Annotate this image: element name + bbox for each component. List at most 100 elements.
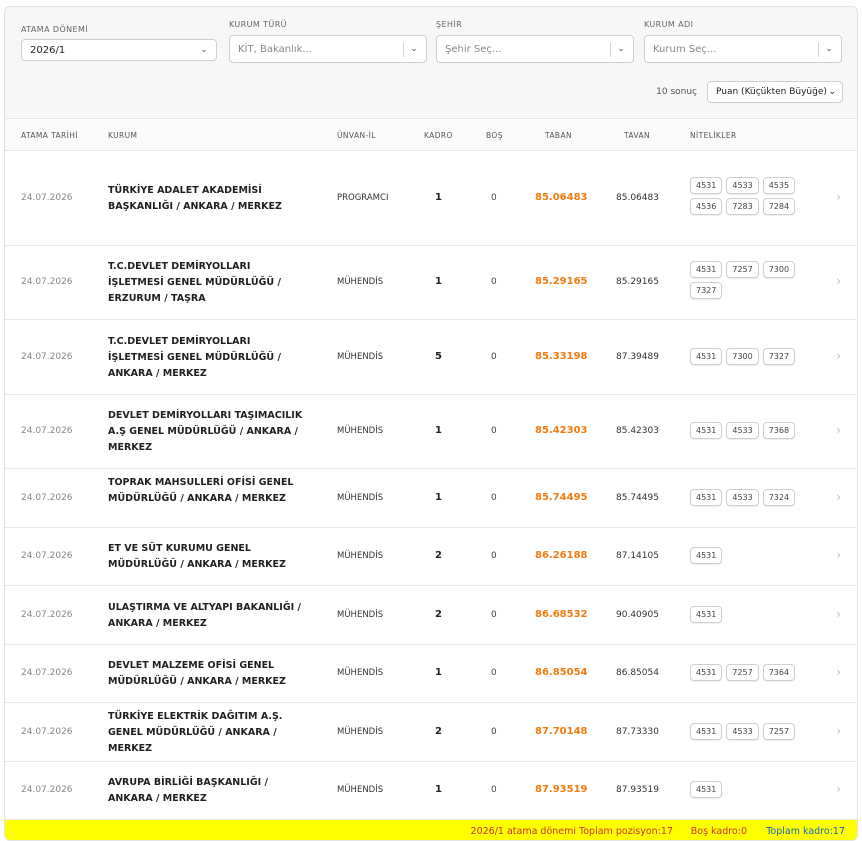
table-row[interactable]: 24.07.2026 TÜRKİYE ELEKTRİK DAĞITIM A.Ş. … [5,703,857,762]
filter-sehir: ŞEHİR [436,20,462,29]
cell-kurum: ET VE SÜT KURUMU GENEL MÜDÜRLÜĞÜ / ANKAR… [108,543,286,570]
filter-ad: KURUM ADI [644,20,693,29]
chevron-down-icon: ⌄ [825,44,833,54]
cell-kurum: TÜRKİYE ADALET AKADEMİSİ BAŞKANLIĞI / AN… [108,184,282,212]
nitelik-tag: 4536 [690,197,723,215]
cell-date: 24.07.2026 [21,277,73,287]
table-row[interactable]: 24.07.2026 TÜRKİYE ADALET AKADEMİSİ BAŞKA… [5,151,857,246]
select-separator [610,42,611,57]
cell-kurum: T.C.DEVLET DEMİRYOLLARI İŞLETMESİ GENEL … [108,261,281,304]
nitelik-tag: 4531 [690,781,723,798]
cell-unvan: MÜHENDİS [337,351,384,362]
nitelik-tag: 4531 [690,664,723,681]
cell-date: 24.07.2026 [21,492,73,503]
cell-taban: 85.06483 [535,191,588,203]
cell-kadro: 1 [435,191,442,203]
cell-bos: 0 [491,277,497,287]
filter-donem-label: ATAMA DÖNEMİ [21,25,89,34]
cell-kadro: 1 [435,667,442,678]
cell-taban: 86.85054 [535,667,588,678]
cell-unvan: PROGRAMCI [337,192,389,203]
sehir-select[interactable]: Şehir Seç... ⌄ [436,35,634,63]
sehir-placeholder: Şehir Seç... [445,43,502,55]
filter-bar: ATAMA DÖNEMİ 2026/1 ⌄ KURUM TÜRÜ KİT, Ba… [5,7,857,119]
nitelik-tag: 4533 [726,722,759,740]
cell-unvan: MÜHENDİS [337,785,384,795]
cell-kadro: 1 [435,491,442,503]
cell-kurum: ULAŞTIRMA VE ALTYAPI BAKANLIĞI / ANKARA … [108,601,301,629]
donem-value: 2026/1 [30,44,66,56]
nitelik-tag: 4533 [726,176,759,194]
chevron-right-icon: › [836,274,841,288]
cell-nitelikler: 4531 7300 7327 [690,347,810,365]
cell-unvan: MÜHENDİS [337,551,384,561]
chevron-right-icon: › [836,423,841,437]
table-row[interactable]: 24.07.2026 T.C.DEVLET DEMİRYOLLARI İŞLETM… [5,246,857,320]
cell-kadro: 2 [435,608,442,620]
summary-footer: 2026/1 atama dönemi Toplam pozisyon:17 B… [5,820,857,840]
cell-nitelikler: 4531 4533 7368 [690,422,810,439]
cell-taban: 86.26188 [535,550,588,561]
cell-taban: 87.93519 [535,784,588,795]
filter-turu: KURUM TÜRÜ [229,20,287,29]
chevron-down-icon: ⌄ [410,44,418,54]
cell-kadro: 1 [435,276,442,287]
nitelik-tag: 4531 [690,261,723,278]
cell-kurum: TÜRKİYE ELEKTRİK DAĞITIM A.Ş. GENEL MÜDÜ… [108,710,283,754]
chevron-right-icon: › [836,489,841,504]
table-row[interactable]: 24.07.2026 ET VE SÜT KURUMU GENEL MÜDÜRLÜ… [5,528,857,586]
cell-kadro: 1 [435,425,442,436]
chevron-down-icon: ⌄ [200,45,208,55]
nitelik-tag: 7327 [690,282,723,299]
cell-nitelikler: 4531 [690,781,810,798]
cell-nitelikler: 4531 4533 4535 4536 7283 7284 [690,176,810,215]
kurum-turu-select[interactable]: KİT, Bakanlık... ⌄ [229,35,427,63]
chevron-down-icon: ⌄ [828,87,836,97]
cell-kadro: 2 [435,725,442,737]
nitelik-tag: 4533 [726,488,759,506]
cell-kurum: DEVLET MALZEME OFİSİ GENEL MÜDÜRLÜĞÜ / A… [108,660,286,687]
chevron-right-icon: › [836,723,841,738]
filter-donem: ATAMA DÖNEMİ [21,20,88,34]
table-row[interactable]: 24.07.2026 T.C.DEVLET DEMİRYOLLARI İŞLETM… [5,320,857,395]
cell-tavan: 85.74495 [616,492,659,503]
filter-ad-label: KURUM ADI [644,20,694,29]
donem-select[interactable]: 2026/1 ⌄ [21,39,217,61]
table-row[interactable]: 24.07.2026 TOPRAK MAHSULLERİ OFİSİ GENEL … [5,469,857,528]
nitelik-tag: 4531 [690,176,723,194]
sort-value: Puan (Küçükten Büyüğe) [716,87,827,97]
table-row[interactable]: 24.07.2026 DEVLET DEMİRYOLLARI TAŞIMACILI… [5,395,857,469]
cell-nitelikler: 4531 [690,547,810,564]
sort-select[interactable]: Puan (Küçükten Büyüğe) ⌄ [707,81,843,103]
cell-bos: 0 [491,492,497,503]
table-row[interactable]: 24.07.2026 ULAŞTIRMA VE ALTYAPI BAKANLIĞI… [5,586,857,645]
cell-bos: 0 [491,351,497,362]
table-row[interactable]: 24.07.2026 AVRUPA BİRLİĞİ BAŞKANLIĞI / AN… [5,762,857,820]
kurum-adi-select[interactable]: Kurum Seç... ⌄ [644,35,842,63]
nitelik-tag: 7283 [726,197,759,215]
chevron-right-icon: › [836,189,841,204]
chevron-right-icon: › [836,548,841,562]
cell-tavan: 85.29165 [616,277,659,287]
cell-tavan: 87.73330 [616,726,659,737]
nitelik-tag: 4531 [690,722,723,740]
result-count: 10 sonuç [656,87,697,97]
cell-nitelikler: 4531 4533 7324 [690,488,810,506]
footer-toplam: 2026/1 atama dönemi Toplam pozisyon:17 [470,826,673,837]
nitelik-tag: 7324 [762,488,796,506]
kurum-turu-placeholder: KİT, Bakanlık... [238,43,312,55]
cell-date: 24.07.2026 [21,551,73,561]
table-row[interactable]: 24.07.2026 DEVLET MALZEME OFİSİ GENEL MÜD… [5,645,857,703]
nitelik-tag: 4535 [762,176,796,194]
footer-bos: Boş kadro:0 [690,826,747,837]
th-unvan: ÜNVAN-İL [337,131,376,140]
cell-unvan: MÜHENDİS [337,668,384,678]
nitelik-tag: 4533 [726,422,759,439]
kurum-adi-placeholder: Kurum Seç... [653,43,717,55]
cell-bos: 0 [491,726,497,737]
cell-nitelikler: 4531 [690,605,810,623]
cell-taban: 85.29165 [535,276,588,287]
cell-unvan: MÜHENDİS [337,492,384,503]
nitelik-tag: 4531 [690,547,723,564]
cell-date: 24.07.2026 [21,426,73,436]
